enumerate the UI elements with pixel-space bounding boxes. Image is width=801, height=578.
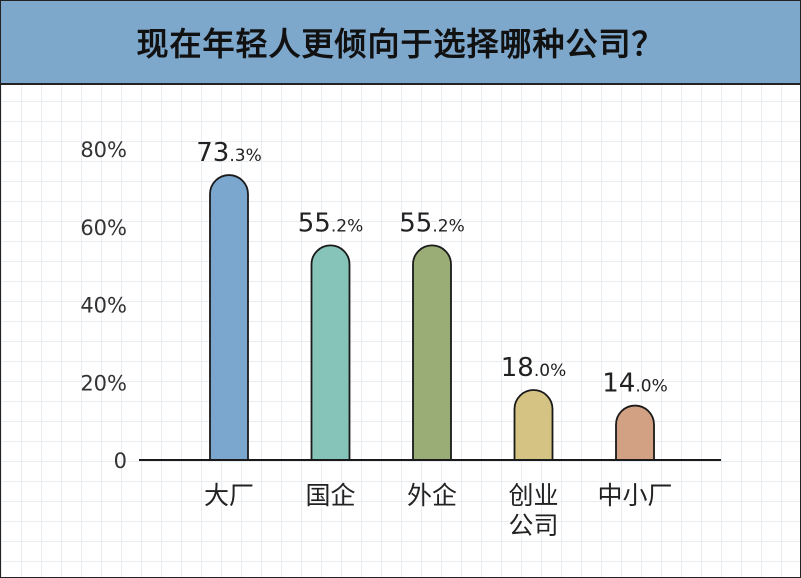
y-tick-label: 60% <box>80 216 127 240</box>
data-label-decimal: .0% <box>635 377 667 397</box>
data-label-integer: 55 <box>298 208 331 238</box>
y-tick-label: 20% <box>80 371 127 395</box>
chart-title: 现在年轻人更倾向于选择哪种公司？ <box>136 25 665 63</box>
y-tick-label: 80% <box>80 138 127 162</box>
data-label-integer: 73 <box>196 138 229 168</box>
category-label: 外企 <box>407 481 457 510</box>
data-label: 55.2% <box>399 208 464 238</box>
data-label: 55.2% <box>298 208 363 238</box>
data-label: 14.0% <box>602 369 667 399</box>
bar <box>310 244 351 461</box>
bar <box>615 404 655 461</box>
bar <box>209 174 249 461</box>
y-tick-label: 40% <box>80 294 127 318</box>
bar <box>513 389 554 461</box>
data-label-decimal: .2% <box>432 216 464 236</box>
data-label-integer: 18 <box>501 353 534 383</box>
data-label-decimal: .3% <box>229 146 261 166</box>
category-label: 中小厂 <box>597 481 672 510</box>
title-bar: 现在年轻人更倾向于选择哪种公司？ <box>1 1 800 85</box>
data-label-integer: 55 <box>399 208 432 238</box>
bar <box>412 244 452 461</box>
data-label-decimal: .0% <box>534 361 566 381</box>
y-tick-label: 0 <box>114 449 127 473</box>
data-label: 73.3% <box>196 138 261 168</box>
data-label: 18.0% <box>501 353 566 383</box>
category-label: 公司 <box>508 511 558 540</box>
category-label: 创业 <box>508 481 558 510</box>
category-label: 大厂 <box>204 481 254 510</box>
data-label-decimal: .2% <box>331 216 363 236</box>
category-label: 国企 <box>305 481 355 510</box>
data-label-integer: 14 <box>602 369 635 399</box>
